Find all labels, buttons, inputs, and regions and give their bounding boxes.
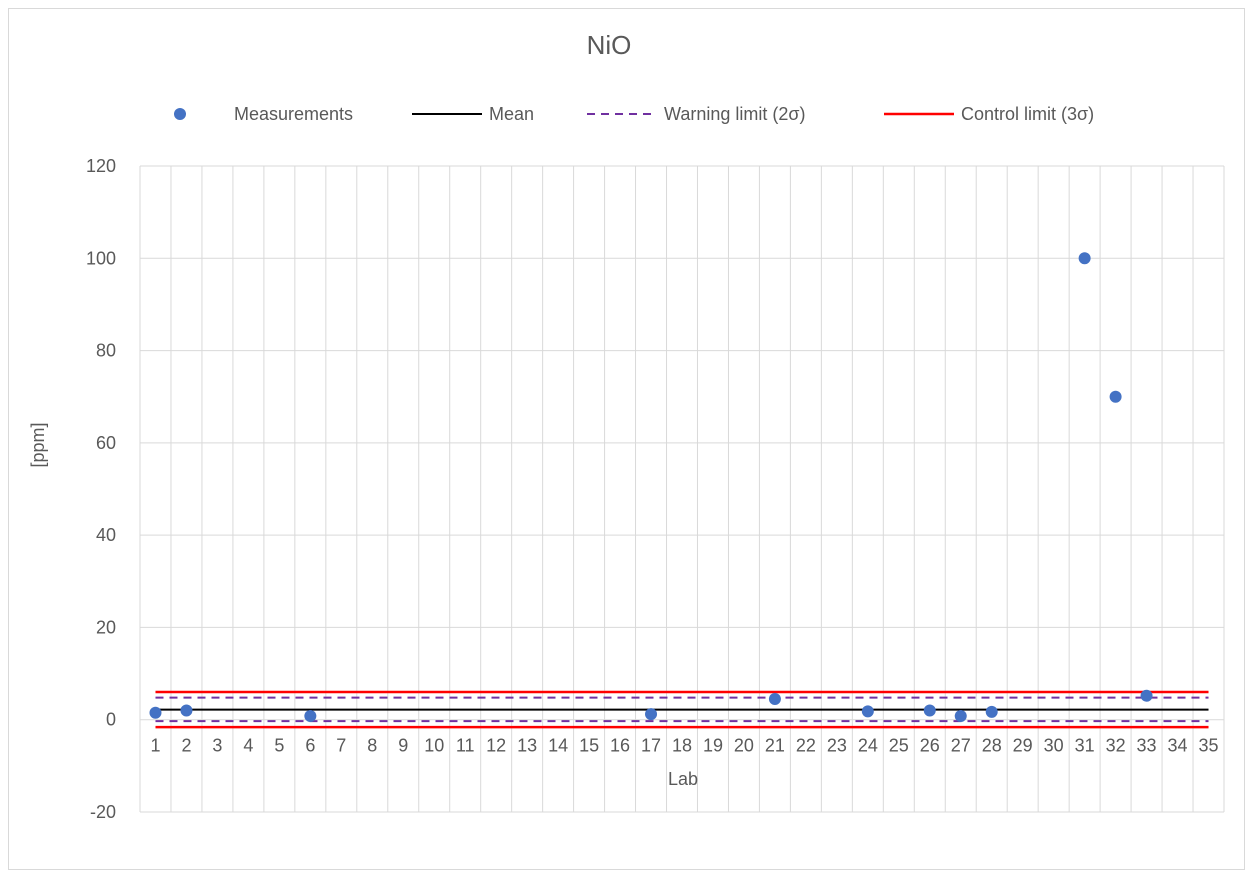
- y-tick-label-20: 20: [96, 617, 116, 637]
- legend-label-control-limit: Control limit (3σ): [961, 104, 1094, 124]
- x-tick-label-17: 17: [641, 736, 661, 756]
- x-tick-label-5: 5: [274, 736, 284, 756]
- x-tick-label-3: 3: [212, 736, 222, 756]
- y-tick-label-0: 0: [106, 710, 116, 730]
- reference-lines: [155, 690, 1209, 729]
- x-tick-label-7: 7: [336, 736, 346, 756]
- x-tick-label-32: 32: [1106, 736, 1126, 756]
- measurement-point-lab-28: [985, 705, 998, 718]
- legend-item-mean: Mean: [412, 104, 534, 124]
- x-tick-label-8: 8: [367, 736, 377, 756]
- measurement-point-lab-24: [861, 705, 874, 718]
- y-tick-label-100: 100: [86, 248, 116, 268]
- y-tick-label-40: 40: [96, 525, 116, 545]
- x-tick-label-1: 1: [150, 736, 160, 756]
- x-tick-label-31: 31: [1075, 736, 1095, 756]
- x-tick-label-35: 35: [1198, 736, 1218, 756]
- x-tick-labels: 1 2 3 4 5 6 7 8 9 10 11 12 13 14 15 16 17 18 19 20 21 22 23 24 2…: [150, 736, 1218, 756]
- x-tick-label-12: 12: [486, 736, 506, 756]
- x-tick-label-28: 28: [982, 736, 1002, 756]
- x-tick-label-15: 15: [579, 736, 599, 756]
- y-tick-label-60: 60: [96, 433, 116, 453]
- x-tick-label-19: 19: [703, 736, 723, 756]
- legend-label-mean: Mean: [489, 104, 534, 124]
- x-tick-label-13: 13: [517, 736, 537, 756]
- x-tick-label-2: 2: [181, 736, 191, 756]
- legend-item-control-limit: Control limit (3σ): [884, 104, 1094, 124]
- measurement-point-lab-21: [768, 692, 781, 705]
- x-tick-label-20: 20: [734, 736, 754, 756]
- measurement-point-lab-31: [1078, 252, 1091, 265]
- legend-item-warning-limit: Warning limit (2σ): [587, 104, 805, 124]
- x-tick-label-21: 21: [765, 736, 785, 756]
- chart-title: NiO: [587, 30, 632, 60]
- x-tick-label-10: 10: [424, 736, 444, 756]
- y-tick-label-120: 120: [86, 156, 116, 176]
- x-tick-label-18: 18: [672, 736, 692, 756]
- measurement-point-lab-6: [304, 710, 317, 723]
- measurement-point-lab-33: [1140, 689, 1153, 702]
- x-tick-label-9: 9: [398, 736, 408, 756]
- x-tick-label-4: 4: [243, 736, 253, 756]
- x-tick-label-27: 27: [951, 736, 971, 756]
- measurement-point-lab-1: [149, 706, 162, 719]
- measurement-point-lab-26: [923, 704, 936, 717]
- x-tick-label-16: 16: [610, 736, 630, 756]
- legend-item-measurements: Measurements: [174, 104, 353, 124]
- x-tick-label-23: 23: [827, 736, 847, 756]
- measurement-point-lab-27: [954, 710, 967, 723]
- x-tick-label-30: 30: [1044, 736, 1064, 756]
- y-tick-labels: -20 0 20 40 60 80 100 120: [86, 156, 116, 822]
- x-tick-label-24: 24: [858, 736, 878, 756]
- y-tick-label-80: 80: [96, 341, 116, 361]
- measurement-point-lab-2: [180, 704, 193, 717]
- plot-gridlines: [139, 165, 1225, 813]
- data-points: [149, 252, 1153, 723]
- measurement-point-lab-17: [645, 708, 658, 721]
- y-axis-title: [ppm]: [28, 422, 48, 467]
- x-tick-label-14: 14: [548, 736, 568, 756]
- x-tick-label-11: 11: [456, 736, 475, 756]
- x-tick-label-6: 6: [305, 736, 315, 756]
- x-tick-label-33: 33: [1137, 736, 1157, 756]
- measurement-point-lab-32: [1109, 390, 1122, 403]
- x-tick-label-25: 25: [889, 736, 909, 756]
- y-tick-label-20: -20: [90, 802, 116, 822]
- legend-label-measurements: Measurements: [234, 104, 353, 124]
- x-tick-label-26: 26: [920, 736, 940, 756]
- legend-marker-measurements: [174, 108, 186, 120]
- legend-label-warning-limit: Warning limit (2σ): [664, 104, 805, 124]
- x-tick-label-22: 22: [796, 736, 816, 756]
- x-tick-label-29: 29: [1013, 736, 1033, 756]
- legend: Measurements Mean Warning limit (2σ) Con…: [174, 104, 1094, 124]
- x-axis-title: Lab: [668, 769, 698, 789]
- x-tick-label-34: 34: [1168, 736, 1188, 756]
